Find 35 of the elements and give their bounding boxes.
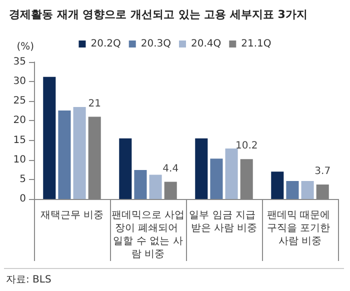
data-label: 3.7 [314, 166, 331, 178]
bar [301, 180, 314, 199]
bar [286, 180, 299, 199]
bar [195, 138, 208, 199]
y-axis-title: (%) [16, 42, 34, 52]
bar [271, 172, 284, 199]
y-tick-label: 5 [20, 174, 26, 185]
y-tick-label: 35 [13, 56, 26, 68]
y-tick-label: 25 [13, 96, 26, 107]
legend-label: 20.4Q [191, 38, 222, 50]
text: 자료: BLS [6, 274, 52, 286]
bar [43, 76, 56, 199]
x-tick-label: 재택근무 비중 [40, 210, 104, 221]
legend-label: 20.2Q [90, 38, 121, 50]
bar [58, 110, 71, 199]
chart-title: 경제활동 재개 영향으로 개선되고 있는 고용 세부지표 3가지 [9, 8, 308, 21]
bar [225, 148, 238, 199]
legend-label: 21.1Q [241, 38, 272, 50]
legend-label: 20.3Q [140, 38, 172, 50]
y-tick-label: 15 [13, 134, 26, 146]
y-tick-label: 30 [13, 76, 26, 88]
y-tick-label: 10 [13, 154, 26, 166]
x-tick-label: 팬데믹으로 사업장이 폐쇄되어 일할 수 없는 사람 비중 [111, 210, 185, 260]
bar [210, 158, 223, 199]
bar [73, 107, 86, 199]
bar [149, 174, 162, 199]
bar [119, 138, 132, 199]
y-tick-label: 0 [20, 194, 26, 204]
x-tick-label: 일부 임금 지급 받은 사람 비중 [189, 210, 259, 234]
data-label: 4.4 [162, 163, 179, 174]
bar [134, 170, 147, 199]
data-label: 10.2 [235, 140, 258, 152]
x-tick-label: 팬데믹 때문에 구직을 포기한 사람 비중 [266, 210, 334, 247]
data-label: 21 [88, 98, 101, 110]
y-tick-label: 20 [13, 115, 26, 126]
